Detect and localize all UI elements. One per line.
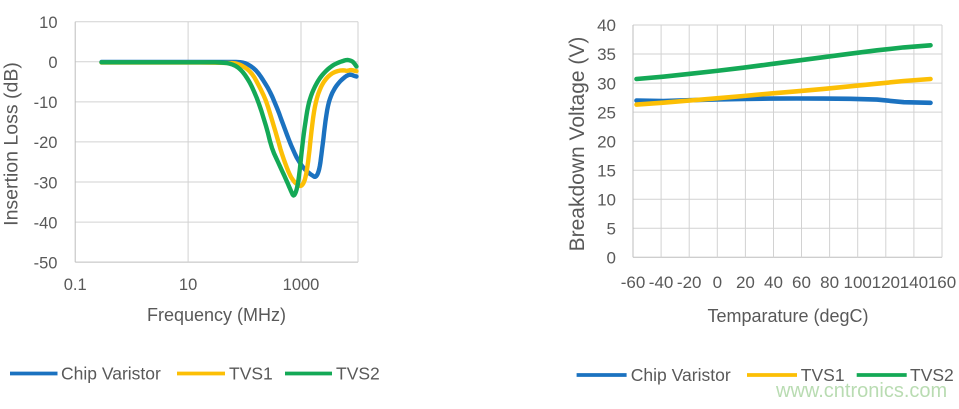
- svg-text:Temparature (degC): Temparature (degC): [707, 306, 868, 326]
- svg-text:40: 40: [764, 273, 783, 292]
- svg-text:TVS2: TVS2: [336, 364, 380, 384]
- svg-text:-40: -40: [34, 214, 58, 232]
- svg-text:1000: 1000: [283, 276, 320, 294]
- svg-text:-20: -20: [677, 273, 702, 292]
- svg-text:-50: -50: [34, 254, 58, 272]
- svg-text:TVS1: TVS1: [229, 364, 273, 384]
- svg-text:www.cntronics.com: www.cntronics.com: [775, 380, 947, 402]
- svg-text:160: 160: [928, 273, 956, 292]
- svg-text:120: 120: [872, 273, 900, 292]
- svg-text:15: 15: [597, 161, 616, 180]
- svg-text:-40: -40: [649, 273, 674, 292]
- svg-text:0: 0: [713, 273, 722, 292]
- svg-text:Chip Varistor: Chip Varistor: [61, 364, 161, 384]
- svg-text:60: 60: [792, 273, 811, 292]
- svg-text:5: 5: [607, 220, 616, 239]
- svg-text:-10: -10: [34, 94, 58, 112]
- svg-text:Insertion Loss (dB): Insertion Loss (dB): [1, 62, 23, 226]
- svg-text:TVS2: TVS2: [910, 365, 954, 385]
- svg-text:Breakdown Voltage (V): Breakdown Voltage (V): [566, 37, 589, 252]
- svg-text:Frequency (MHz): Frequency (MHz): [147, 305, 286, 325]
- svg-text:40: 40: [597, 16, 616, 35]
- svg-text:-20: -20: [34, 134, 58, 152]
- svg-text:0.1: 0.1: [64, 276, 87, 294]
- svg-text:80: 80: [820, 273, 839, 292]
- svg-text:Chip Varistor: Chip Varistor: [631, 365, 731, 385]
- svg-text:25: 25: [597, 103, 616, 122]
- svg-text:0: 0: [48, 54, 57, 72]
- svg-text:0: 0: [607, 249, 616, 268]
- svg-text:10: 10: [597, 190, 616, 209]
- svg-text:30: 30: [597, 74, 616, 93]
- svg-text:TVS1: TVS1: [801, 365, 845, 385]
- svg-text:20: 20: [736, 273, 755, 292]
- svg-text:10: 10: [179, 276, 197, 294]
- svg-text:140: 140: [900, 273, 928, 292]
- svg-text:10: 10: [39, 14, 57, 32]
- svg-text:35: 35: [597, 45, 616, 64]
- svg-text:20: 20: [597, 132, 616, 151]
- svg-text:-30: -30: [34, 174, 58, 192]
- svg-text:-60: -60: [621, 273, 646, 292]
- svg-text:100: 100: [844, 273, 872, 292]
